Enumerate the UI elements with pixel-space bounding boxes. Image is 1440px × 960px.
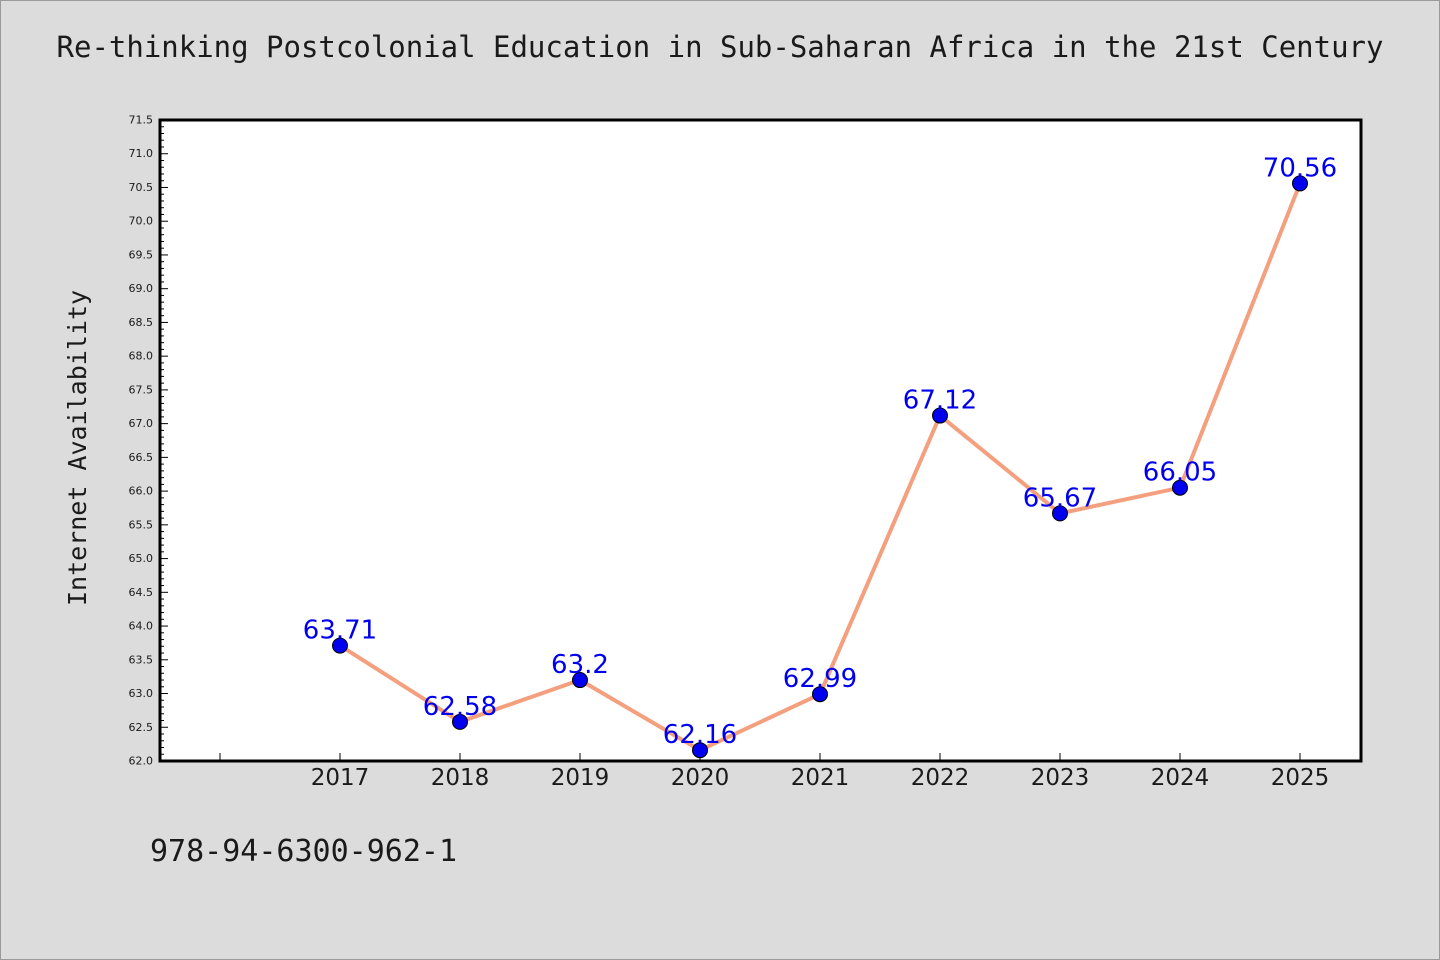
x-tick-label: 2024 [1151,765,1210,791]
y-axis-label: Internet Availability [63,290,92,606]
data-label: 62.58 [423,692,497,722]
x-tick-label: 2019 [551,765,610,791]
x-tick-label: 2017 [311,765,370,791]
data-label: 70.56 [1263,153,1337,183]
y-tick-label: 70.0 [129,215,154,228]
data-label: 67.12 [903,386,977,416]
data-label: 65.67 [1023,483,1097,513]
y-tick-label: 69.5 [129,248,154,261]
y-tick-label: 68.5 [129,316,154,329]
data-point [1292,175,1308,192]
data-label: 66.05 [1143,458,1217,488]
y-tick-label: 63.5 [129,653,154,666]
x-axis: 2017 2018 2019 2020 2021 2022 2023 2024 2025 [219,753,1330,791]
data-label: 63.71 [303,616,377,646]
y-tick-label: 71.5 [129,114,154,127]
data-point [1172,479,1188,496]
x-tick-label: 2025 [1271,765,1330,791]
plot-area [158,118,1363,763]
series-layer: 63.71 62.58 63.2 62.16 62.99 67.12 65.67 66.05 7… [303,153,1337,759]
y-tick-label: 68.0 [129,350,154,363]
y-tick-label: 66.5 [129,451,154,464]
data-label: 63.2 [551,650,609,680]
y-tick-label: 63.0 [129,687,154,700]
y-axis: 62.0 62.5 63.0 63.5 64.0 64.5 65.0 65.5 66.0 66.5… [129,114,168,768]
y-tick-label: 66.0 [129,485,154,498]
x-tick-label: 2023 [1031,765,1090,791]
data-point [692,742,708,759]
chart-footer-text: 978-94-6300-962-1 [150,834,458,869]
y-tick-label: 65.5 [129,518,154,531]
y-tick-label: 70.5 [129,181,154,194]
x-tick-label: 2022 [911,765,970,791]
data-point [452,713,468,730]
y-tick-label: 69.0 [129,282,154,295]
y-tick-label: 65.0 [129,552,154,565]
y-tick-label: 64.5 [129,586,154,599]
data-label: 62.16 [663,720,737,750]
chart-title: Re-thinking Postcolonial Education in Su… [56,30,1384,64]
data-label: 62.99 [783,664,857,694]
data-point [572,672,588,689]
x-tick-label: 2020 [671,765,730,791]
y-tick-label: 67.5 [129,383,154,396]
data-point [332,637,348,654]
y-tick-label: 62.0 [129,755,154,768]
y-tick-label: 67.0 [129,417,154,430]
data-point [1052,505,1068,522]
y-tick-label: 71.0 [129,147,154,160]
y-tick-label: 64.0 [129,620,154,633]
x-tick-label: 2018 [431,765,490,791]
y-tick-label: 62.5 [129,721,154,734]
x-tick-label: 2021 [791,765,850,791]
data-point [812,686,828,703]
data-point [932,407,948,424]
